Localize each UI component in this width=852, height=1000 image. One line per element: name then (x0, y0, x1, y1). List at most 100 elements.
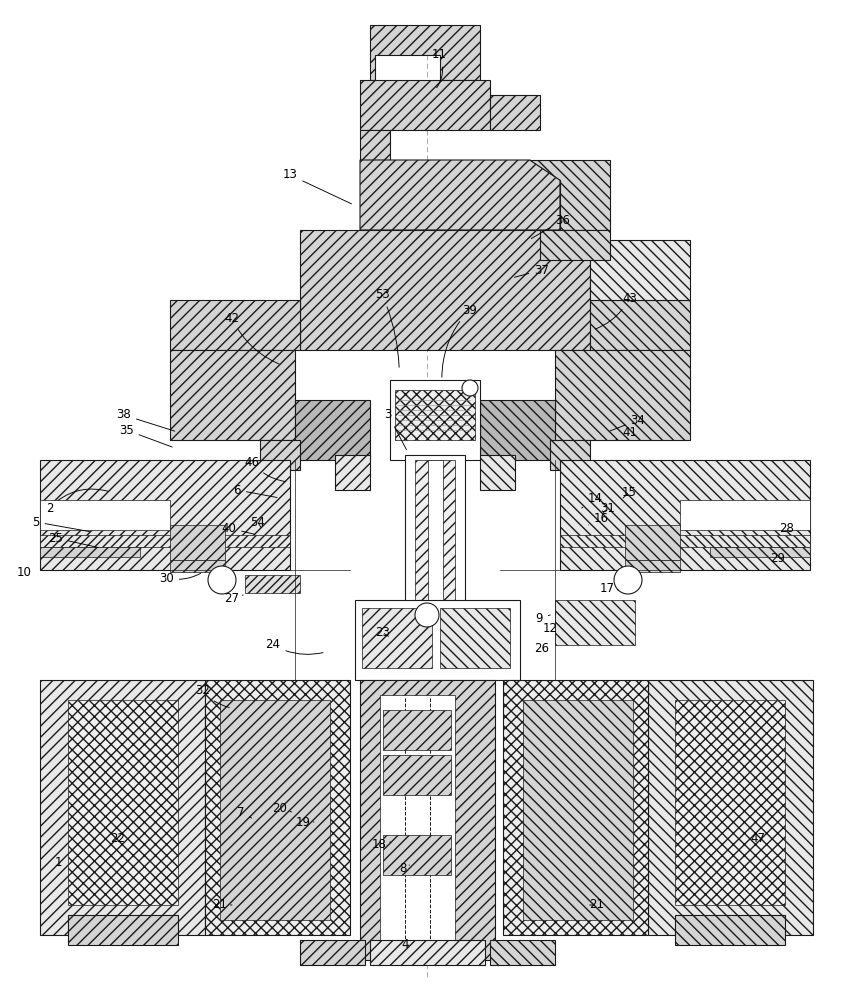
Text: 38: 38 (116, 408, 175, 431)
Text: 31: 31 (599, 502, 614, 514)
Polygon shape (354, 600, 520, 680)
Polygon shape (170, 300, 300, 350)
Text: 10: 10 (16, 566, 32, 578)
Polygon shape (40, 547, 140, 557)
Polygon shape (40, 500, 170, 530)
Polygon shape (529, 160, 609, 230)
Polygon shape (360, 80, 489, 130)
Polygon shape (170, 350, 295, 440)
Polygon shape (625, 560, 679, 572)
Text: 1: 1 (55, 856, 61, 868)
Polygon shape (480, 455, 515, 490)
Polygon shape (40, 460, 290, 570)
Polygon shape (428, 460, 442, 620)
Polygon shape (370, 940, 485, 965)
Polygon shape (560, 535, 809, 547)
Text: 12: 12 (542, 621, 557, 635)
Text: 30: 30 (158, 572, 200, 584)
Polygon shape (539, 230, 609, 260)
Text: 37: 37 (514, 263, 549, 277)
Polygon shape (300, 230, 590, 350)
Text: 2: 2 (46, 489, 108, 514)
Polygon shape (440, 608, 509, 668)
Polygon shape (522, 700, 632, 920)
Text: 17: 17 (599, 582, 618, 594)
Text: 36: 36 (531, 214, 570, 239)
Text: 15: 15 (621, 486, 636, 498)
Text: 19: 19 (295, 816, 314, 828)
Polygon shape (170, 525, 225, 560)
Text: 3: 3 (384, 408, 406, 450)
Polygon shape (295, 400, 370, 460)
Text: 46: 46 (244, 456, 285, 482)
Polygon shape (360, 680, 494, 960)
Polygon shape (383, 835, 451, 875)
Polygon shape (415, 460, 454, 610)
Text: 32: 32 (195, 684, 229, 707)
Text: 27: 27 (224, 591, 243, 604)
Polygon shape (360, 130, 389, 160)
Polygon shape (590, 300, 689, 350)
Text: 20: 20 (272, 802, 291, 814)
Text: 16: 16 (588, 512, 608, 525)
Text: 13: 13 (282, 168, 351, 204)
Polygon shape (394, 390, 475, 440)
Polygon shape (555, 600, 634, 645)
Polygon shape (625, 525, 679, 560)
Text: 18: 18 (371, 838, 390, 852)
Text: 40: 40 (221, 522, 255, 534)
Polygon shape (503, 680, 648, 935)
Polygon shape (220, 700, 330, 920)
Polygon shape (335, 455, 370, 490)
Polygon shape (560, 460, 809, 570)
Text: 21: 21 (212, 898, 232, 912)
Polygon shape (170, 560, 225, 572)
Polygon shape (679, 500, 809, 530)
Text: 21: 21 (589, 898, 604, 912)
Polygon shape (245, 575, 300, 593)
Polygon shape (379, 695, 454, 960)
Text: 29: 29 (769, 552, 785, 564)
Text: 25: 25 (48, 532, 98, 547)
Text: 7: 7 (237, 806, 251, 818)
Circle shape (613, 566, 642, 594)
Text: 14: 14 (581, 491, 602, 508)
Polygon shape (550, 440, 590, 470)
Polygon shape (405, 455, 464, 615)
Text: 28: 28 (778, 522, 793, 534)
Polygon shape (383, 710, 451, 750)
Text: 53: 53 (374, 288, 399, 367)
Text: 26: 26 (533, 642, 549, 654)
Polygon shape (40, 535, 290, 547)
Polygon shape (590, 240, 689, 300)
Circle shape (415, 603, 439, 627)
Text: 9: 9 (535, 611, 550, 624)
Polygon shape (204, 680, 349, 935)
Polygon shape (383, 755, 451, 795)
Polygon shape (300, 940, 365, 965)
Text: 22: 22 (110, 832, 125, 844)
Polygon shape (370, 25, 480, 80)
Text: 42: 42 (224, 312, 279, 364)
Polygon shape (648, 680, 812, 935)
Text: 8: 8 (399, 861, 409, 874)
Polygon shape (480, 400, 555, 460)
Text: 43: 43 (595, 292, 636, 329)
Polygon shape (361, 608, 431, 668)
Text: 11: 11 (431, 48, 446, 88)
Circle shape (462, 380, 477, 396)
Polygon shape (40, 680, 204, 935)
Polygon shape (555, 350, 689, 440)
Text: 54: 54 (250, 516, 265, 528)
Polygon shape (709, 547, 809, 557)
Text: 41: 41 (615, 426, 636, 440)
Text: 23: 23 (374, 626, 389, 639)
Polygon shape (389, 380, 480, 460)
Polygon shape (674, 700, 784, 905)
Polygon shape (260, 440, 300, 470)
Text: 4: 4 (401, 938, 408, 952)
Text: 39: 39 (441, 304, 476, 377)
Polygon shape (674, 915, 784, 945)
Circle shape (208, 566, 236, 594)
Text: 47: 47 (749, 832, 764, 844)
